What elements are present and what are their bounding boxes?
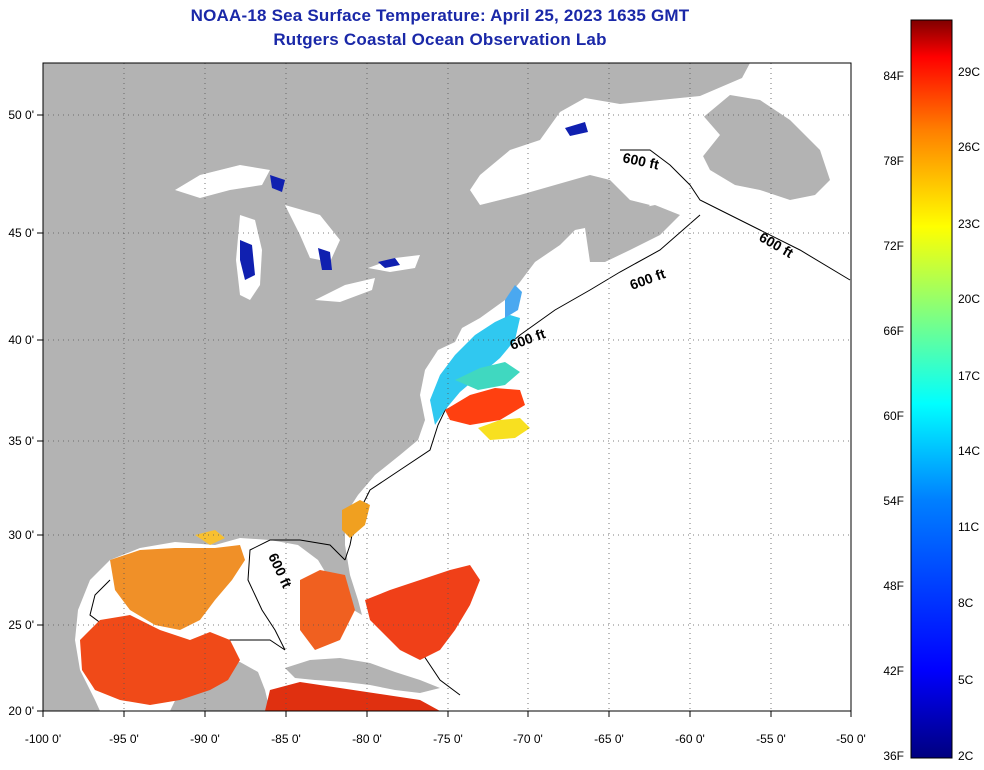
sst-midatlantic-cyan bbox=[430, 315, 520, 425]
colorbar-f-label: 42F bbox=[883, 664, 904, 678]
x-tick-label: -65 0' bbox=[594, 732, 624, 746]
y-tick-label: 25 0' bbox=[8, 618, 34, 632]
map-frame bbox=[42, 62, 852, 712]
colorbar-f-label: 72F bbox=[883, 239, 904, 253]
colorbar-c-label: 8C bbox=[958, 596, 974, 610]
land-newfoundland bbox=[700, 95, 830, 200]
x-tick-label: -80 0' bbox=[352, 732, 382, 746]
y-tick-label: 45 0' bbox=[8, 226, 34, 240]
colorbar-c-label: 11C bbox=[958, 520, 979, 534]
colorbar-f-label: 84F bbox=[883, 69, 904, 83]
x-tick-label: -55 0' bbox=[756, 732, 786, 746]
colorbar-c-label: 23C bbox=[958, 217, 980, 231]
sst-gulfstream-red bbox=[445, 388, 525, 425]
x-tick-label: -75 0' bbox=[433, 732, 463, 746]
sst-panhandle-yellow bbox=[195, 530, 225, 545]
st-lawrence-gulf bbox=[545, 108, 720, 200]
colorbar-celsius-labels: 29C 26C 23C 20C 17C 14C 11C 8C 5C 2C bbox=[958, 65, 980, 763]
x-axis: -100 0' -95 0' -90 0' -85 0' -80 0' -75 0' -70… bbox=[25, 711, 866, 746]
x-tick-label: -60 0' bbox=[675, 732, 705, 746]
colorbar bbox=[910, 19, 953, 759]
y-tick-label: 30 0' bbox=[8, 528, 34, 542]
sst-bahamas-red bbox=[365, 565, 480, 660]
colorbar-fahrenheit-labels: 84F 78F 72F 66F 60F 54F 48F 42F 36F bbox=[883, 69, 904, 763]
sst-gulfstream-yellow bbox=[478, 418, 530, 440]
colorbar-f-label: 66F bbox=[883, 324, 904, 338]
lake-superior bbox=[175, 165, 270, 198]
sst-newengland-blue bbox=[505, 285, 522, 318]
land-nova-scotia bbox=[585, 205, 680, 262]
colorbar-c-label: 17C bbox=[958, 369, 980, 383]
sst-florida-orange bbox=[342, 500, 370, 538]
sst-gulfstream-green bbox=[455, 362, 520, 390]
sst-straits-red bbox=[300, 570, 355, 650]
colorbar-c-label: 2C bbox=[958, 749, 974, 763]
contour-label: 600 ft bbox=[621, 149, 660, 172]
sst-gulf-orange bbox=[110, 545, 245, 630]
colorbar-f-label: 36F bbox=[883, 749, 904, 763]
x-tick-label: -100 0' bbox=[25, 732, 61, 746]
y-tick-label: 20 0' bbox=[8, 704, 34, 718]
land-north-america bbox=[43, 63, 750, 711]
colorbar-f-label: 60F bbox=[883, 409, 904, 423]
colorbar-f-label: 78F bbox=[883, 154, 904, 168]
land-cuba bbox=[285, 658, 440, 693]
sst-gulf-red bbox=[80, 615, 240, 705]
colorbar-c-label: 20C bbox=[958, 292, 980, 306]
x-tick-label: -90 0' bbox=[190, 732, 220, 746]
y-axis: 50 0' 45 0' 40 0' 35 0' 30 0' 25 0' 20 0' bbox=[8, 108, 43, 718]
colorbar-c-label: 14C bbox=[958, 444, 980, 458]
x-tick-label: -50 0' bbox=[836, 732, 866, 746]
lake-huron bbox=[285, 205, 340, 262]
y-tick-label: 35 0' bbox=[8, 434, 34, 448]
colorbar-f-label: 48F bbox=[883, 579, 904, 593]
graticule bbox=[43, 63, 851, 711]
sst-caribbean-red bbox=[265, 682, 440, 711]
x-tick-label: -95 0' bbox=[109, 732, 139, 746]
lake-erie bbox=[315, 278, 375, 302]
colorbar-c-label: 26C bbox=[958, 140, 980, 154]
colorbar-f-label: 54F bbox=[883, 494, 904, 508]
colorbar-c-label: 5C bbox=[958, 673, 974, 687]
y-tick-label: 50 0' bbox=[8, 108, 34, 122]
x-tick-label: -85 0' bbox=[271, 732, 301, 746]
y-tick-label: 40 0' bbox=[8, 333, 34, 347]
x-tick-label: -70 0' bbox=[513, 732, 543, 746]
chart-title: NOAA-18 Sea Surface Temperature: April 2… bbox=[190, 6, 690, 25]
colorbar-c-label: 29C bbox=[958, 65, 980, 79]
chart-subtitle: Rutgers Coastal Ocean Observation Lab bbox=[273, 30, 607, 49]
